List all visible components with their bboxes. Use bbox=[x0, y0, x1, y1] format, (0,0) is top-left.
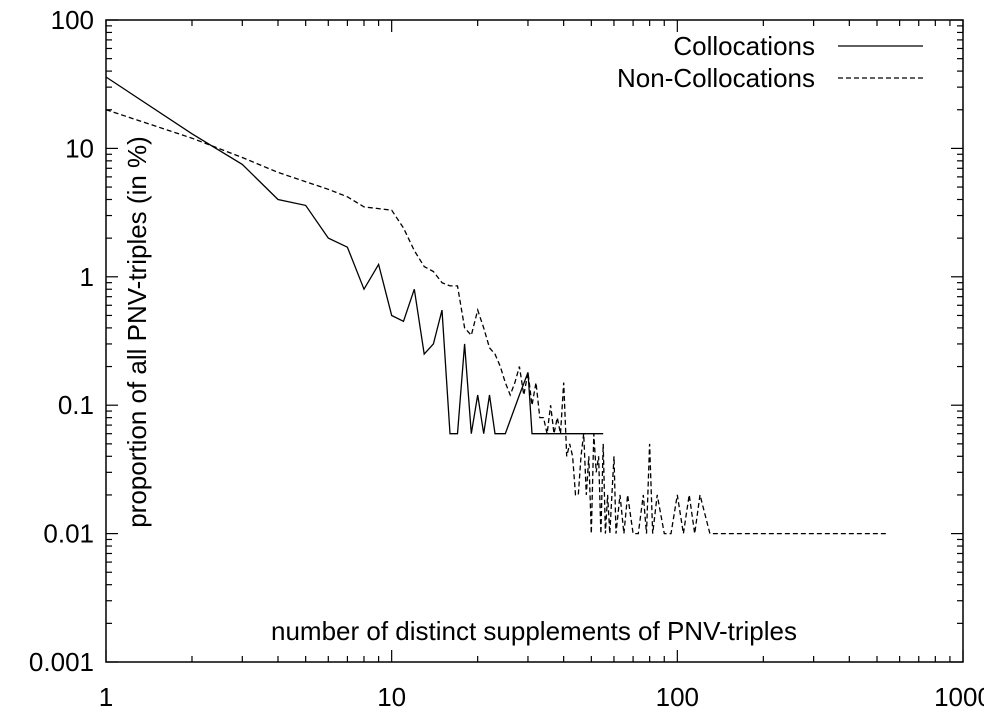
y-tick-label: 10 bbox=[65, 133, 94, 163]
y-axis: 0.001 0.01 0.1 1 10 100 bbox=[29, 5, 963, 677]
legend-label: Non-Collocations bbox=[617, 63, 815, 93]
y-tick-label: 0.01 bbox=[43, 519, 94, 549]
x-tick-label: 10 bbox=[377, 682, 406, 712]
x-axis-label: number of distinct supplements of PNV-tr… bbox=[271, 616, 797, 646]
y-tick-label: 0.001 bbox=[29, 647, 94, 677]
series-layer bbox=[105, 76, 887, 535]
y-axis-label: proportion of all PNV-triples (in %) bbox=[122, 136, 152, 528]
series-line-collocations bbox=[105, 76, 604, 435]
plot-border bbox=[105, 19, 964, 663]
x-tick-label: 1 bbox=[99, 682, 113, 712]
plot-frame bbox=[105, 19, 964, 663]
y-tick-label: 0.1 bbox=[58, 390, 94, 420]
y-tick-label: 1 bbox=[80, 262, 94, 292]
legend-label: Collocations bbox=[673, 31, 815, 61]
x-axis: 1 10 100 1000 bbox=[99, 20, 984, 712]
x-tick-label: 1000 bbox=[934, 682, 984, 712]
series-line-non-collocations bbox=[105, 109, 887, 535]
x-tick-label: 100 bbox=[656, 682, 699, 712]
y-tick-label: 100 bbox=[51, 5, 94, 35]
